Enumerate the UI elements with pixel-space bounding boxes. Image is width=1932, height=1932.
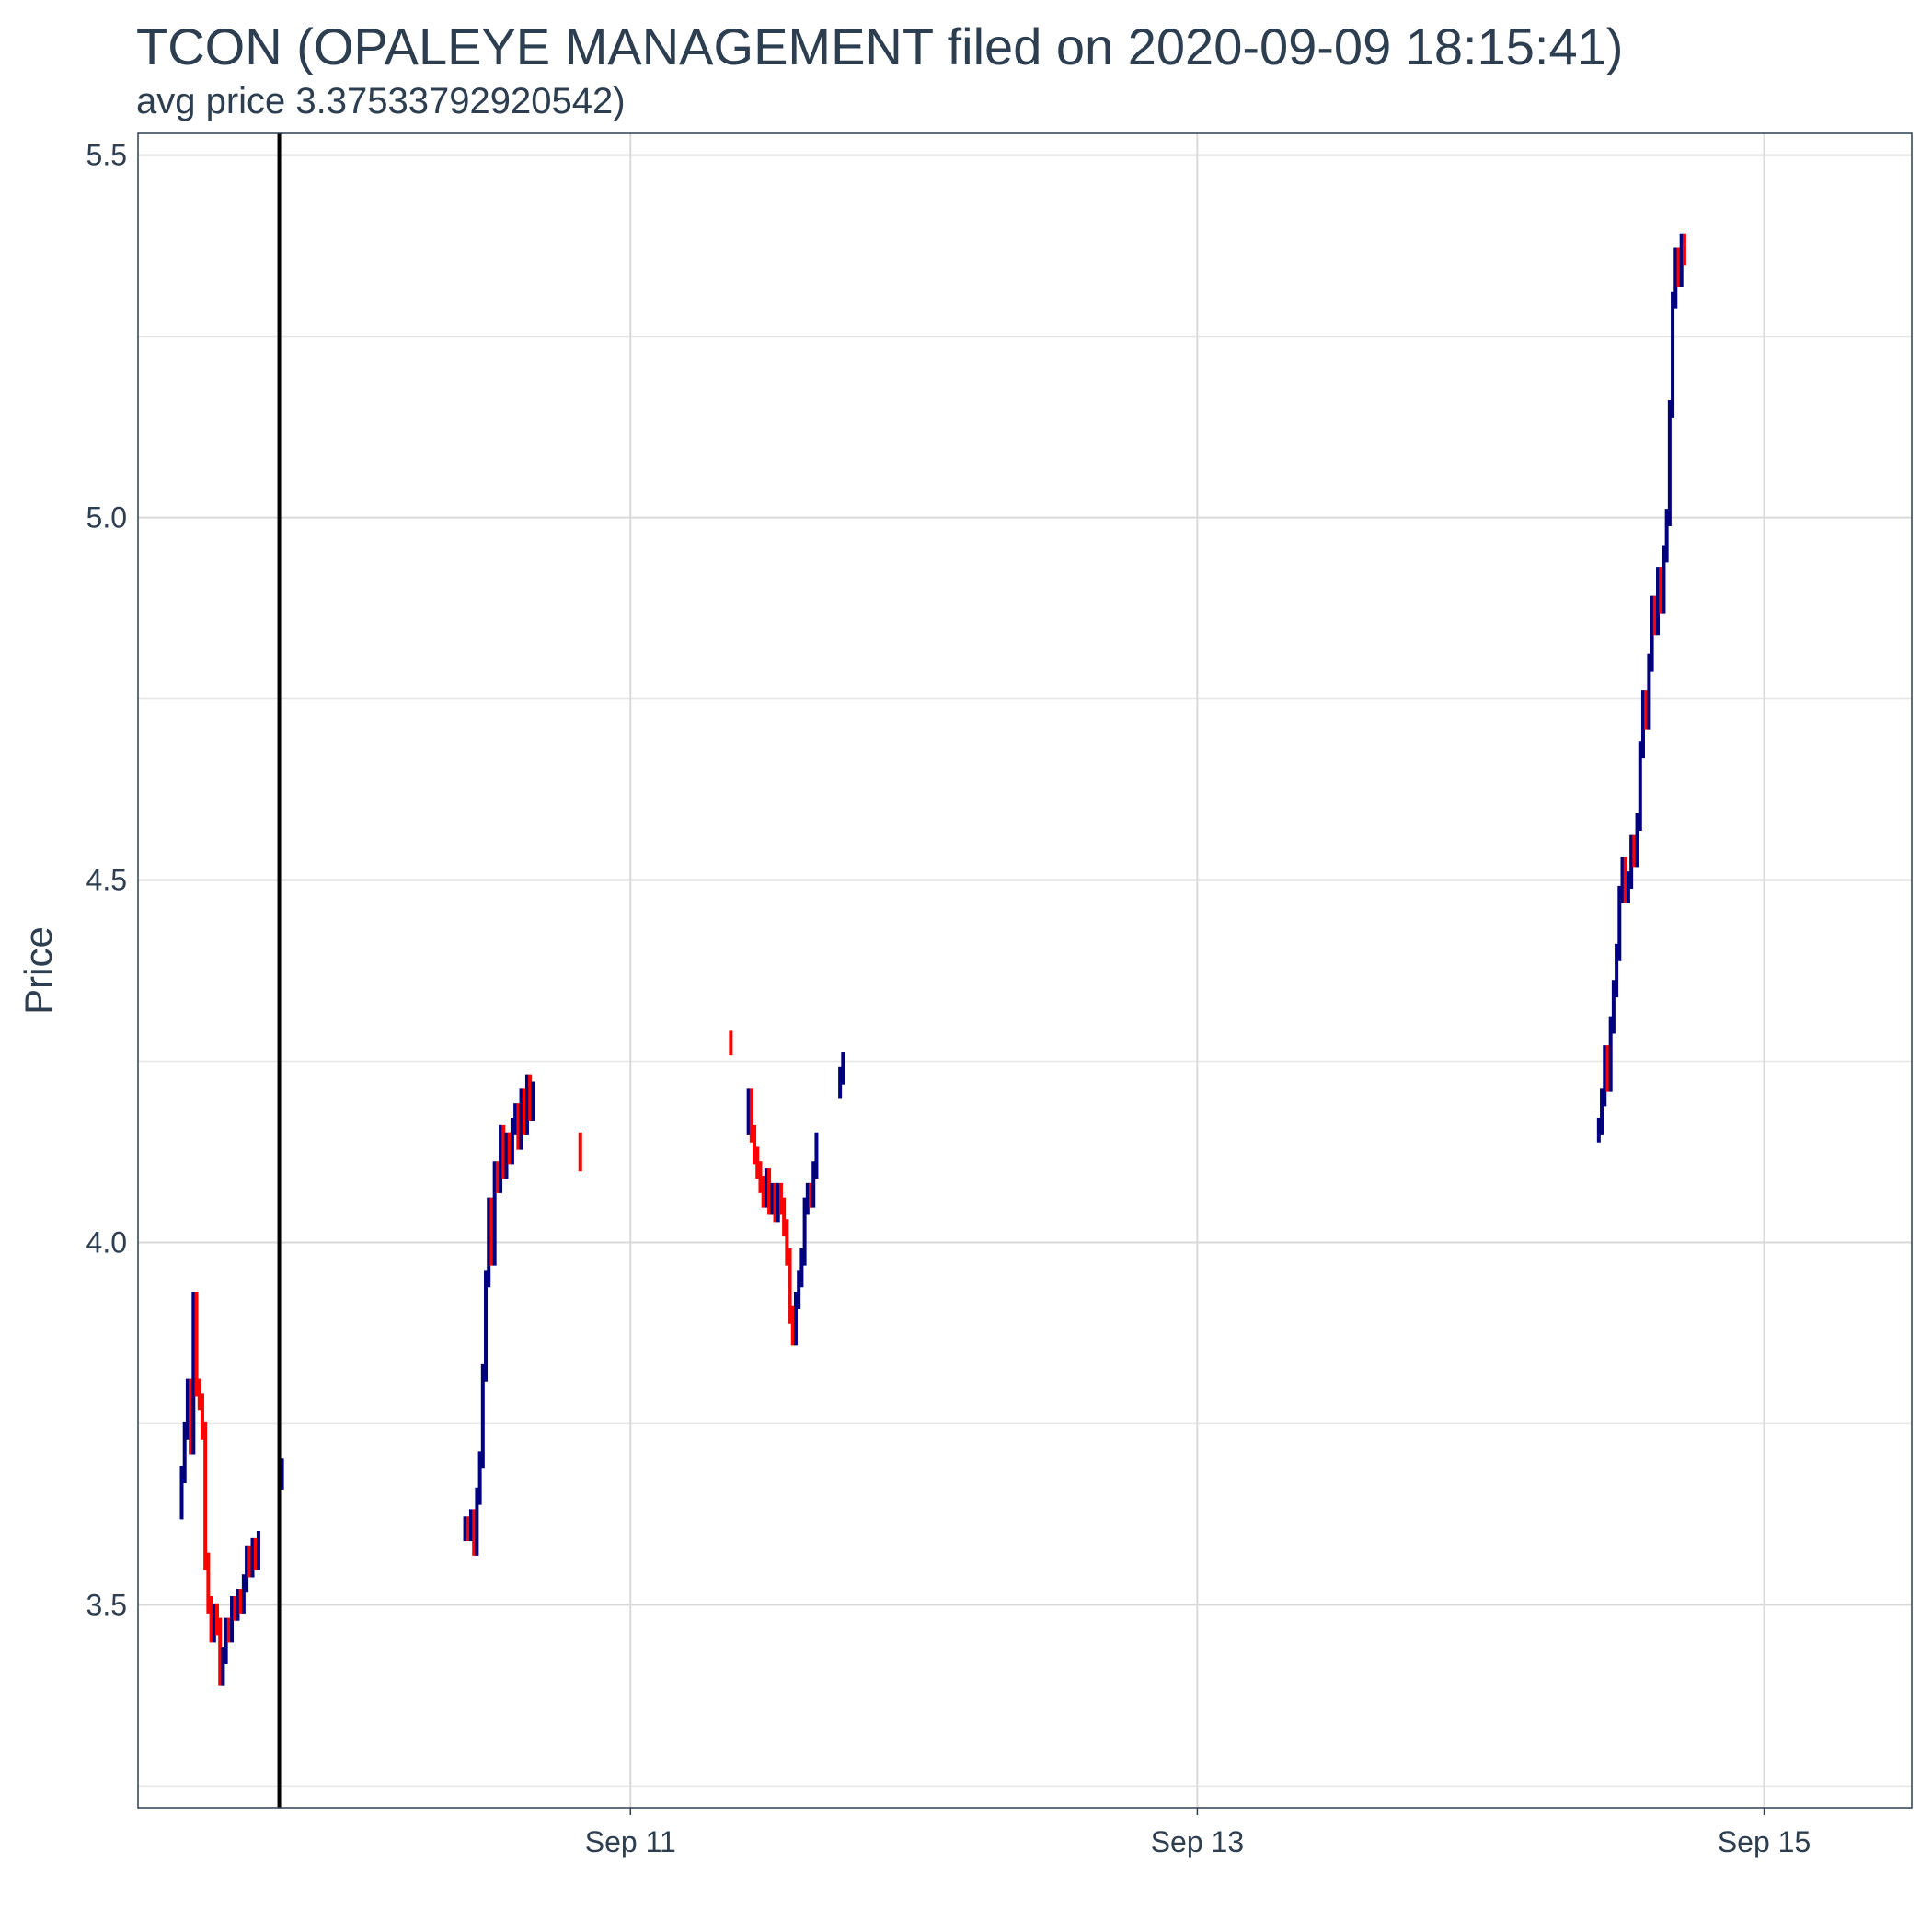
y-axis-label: Price — [17, 926, 60, 1015]
chart-title: TCON (OPALEYE MANAGEMENT filed on 2020-0… — [136, 17, 1624, 75]
y-tick-label: 3.5 — [86, 1588, 127, 1621]
x-axis: Sep 11 Sep 13 Sep 15 — [585, 1808, 1811, 1858]
chart-subtitle: avg price 3.37533792920542) — [136, 81, 626, 121]
candles — [179, 233, 1686, 1686]
y-tick-label: 4.0 — [86, 1225, 127, 1259]
grid-lines — [138, 133, 1912, 1808]
x-tick-label: Sep 13 — [1151, 1825, 1244, 1858]
x-tick-label: Sep 11 — [585, 1825, 676, 1858]
y-tick-label: 4.5 — [86, 864, 127, 897]
panel-border — [137, 132, 1913, 1809]
y-axis: 3.5 4.0 4.5 5.0 5.5 — [86, 139, 127, 1622]
x-tick-label: Sep 15 — [1718, 1825, 1811, 1858]
y-tick-label: 5.0 — [86, 501, 127, 535]
y-tick-label: 5.5 — [86, 139, 127, 172]
